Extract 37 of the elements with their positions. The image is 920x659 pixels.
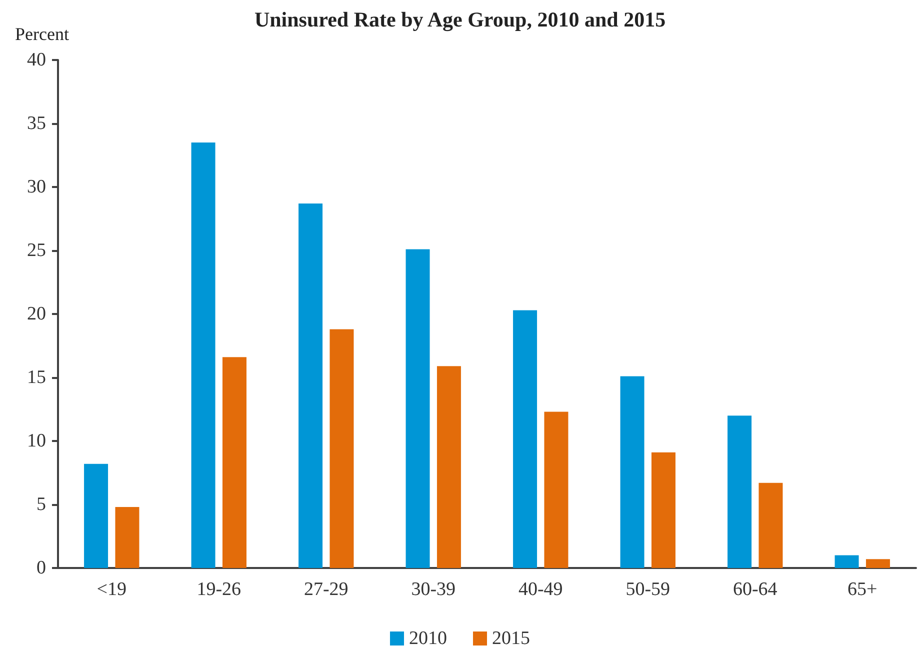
- y-axis-title: Percent: [15, 24, 69, 44]
- bar: [834, 555, 859, 568]
- x-tick-label: 65+: [848, 579, 878, 600]
- bar: [436, 366, 461, 568]
- bar: [191, 142, 216, 568]
- y-tick-label: 40: [27, 50, 46, 70]
- chart-title: Uninsured Rate by Age Group, 2010 and 2015: [254, 8, 666, 32]
- x-tick-label: 40-49: [518, 579, 563, 600]
- y-tick-label: 0: [36, 558, 46, 578]
- y-tick-label: 5: [36, 494, 46, 515]
- x-tick-label: 60-64: [732, 579, 778, 600]
- y-tick-label: 15: [27, 367, 46, 388]
- bar: [651, 452, 676, 568]
- bar: [758, 482, 783, 568]
- legend-label: 2015: [492, 628, 530, 649]
- y-tick-label: 20: [27, 304, 46, 324]
- y-tick-label: 30: [27, 176, 46, 198]
- x-tick-label: 50-59: [626, 579, 670, 600]
- bar: [115, 507, 140, 568]
- legend-label: 2010: [409, 628, 447, 649]
- y-tick-label: 25: [27, 240, 46, 261]
- bar: [84, 464, 108, 568]
- bar: [330, 329, 354, 568]
- bar: [298, 204, 323, 568]
- y-tick-label: 10: [27, 430, 46, 452]
- bar: [620, 376, 644, 568]
- x-tick-label: 27-29: [304, 579, 348, 600]
- bar: [866, 559, 890, 568]
- bar: [222, 357, 246, 568]
- bar: [544, 412, 568, 568]
- bar: [513, 310, 538, 568]
- bar: [728, 416, 752, 568]
- x-tick-label: 19-26: [196, 579, 242, 600]
- y-tick-label: 35: [27, 113, 46, 134]
- x-tick-label: 30-39: [411, 579, 456, 600]
- bar: [406, 249, 430, 568]
- x-tick-label: <19: [96, 579, 126, 600]
